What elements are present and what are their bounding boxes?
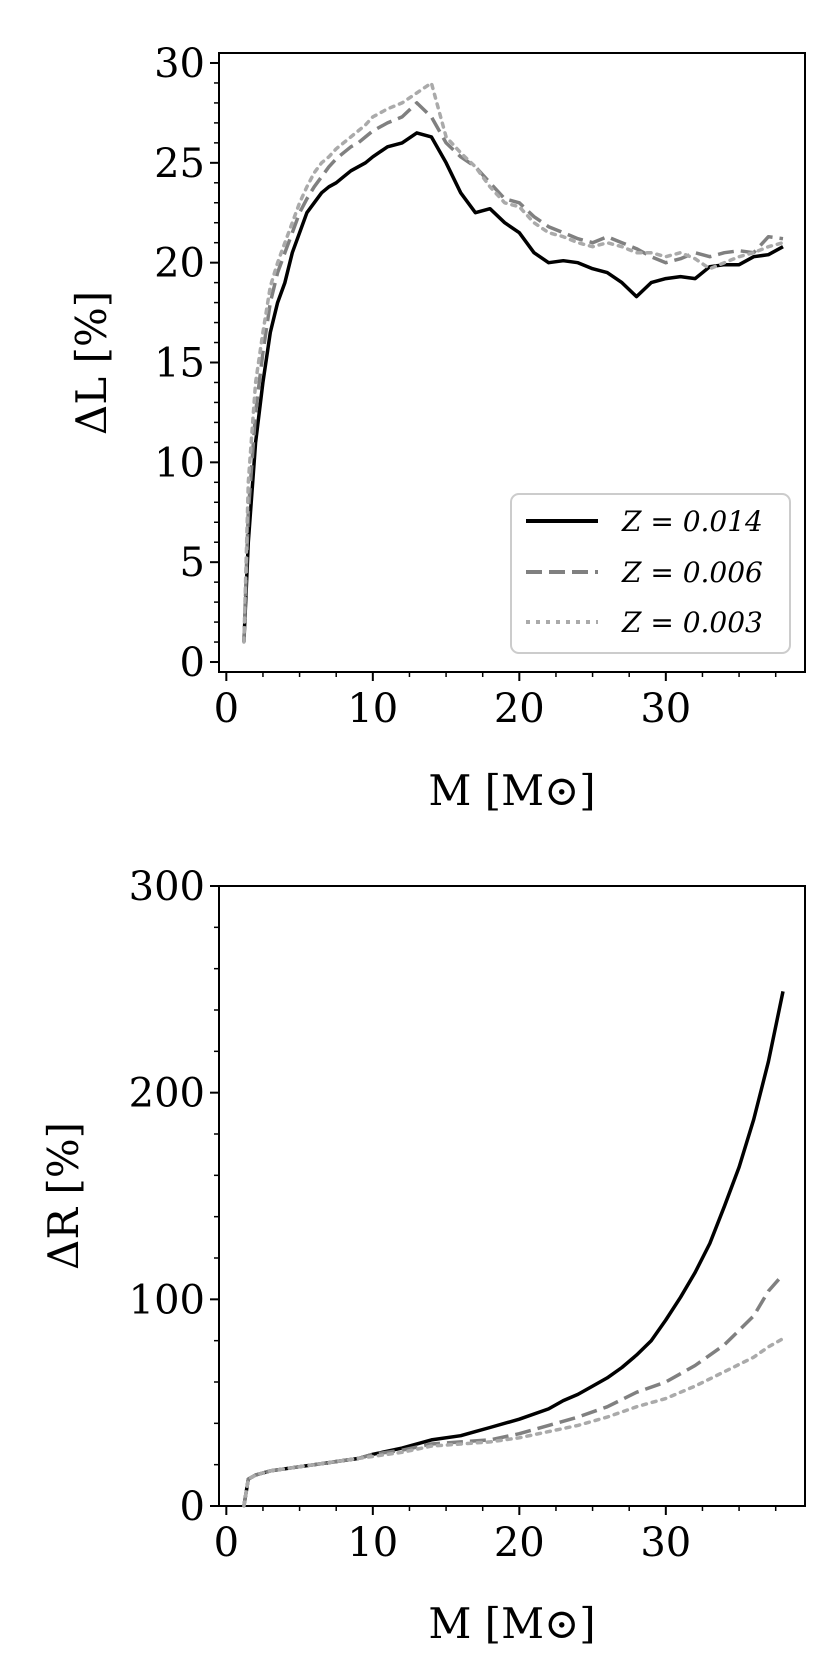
luminosity-panel: 0 10 20 30 0 5 10 15 20 25 30 M [M⊙] ΔL [%] Z = 0.… <box>67 41 806 815</box>
radius-plot-frame <box>218 885 806 1507</box>
radius-line-z0003 <box>242 1336 785 1508</box>
luminosity-axis-ticks <box>210 61 777 681</box>
luminosity-line-z0014 <box>242 131 784 643</box>
radius-line-z0014 <box>242 991 785 1507</box>
luminosity-y-tick-label: 15 <box>154 341 205 387</box>
radius-x-axis-label: M [M⊙] <box>428 1599 595 1648</box>
radius-y-tick-label: 100 <box>129 1277 205 1323</box>
luminosity-x-tick-label: 20 <box>494 686 545 732</box>
legend-label-z0014: Z = 0.014 <box>621 505 763 538</box>
luminosity-x-tick-label: 10 <box>347 686 398 732</box>
radius-lines <box>242 991 785 1508</box>
luminosity-tick-labels: 0 10 20 30 0 5 10 15 20 25 30 <box>154 41 691 732</box>
radius-x-tick-label: 0 <box>214 1520 239 1566</box>
luminosity-line-z0003 <box>242 81 785 644</box>
luminosity-y-tick-label: 10 <box>154 440 205 486</box>
luminosity-x-axis-label: M [M⊙] <box>428 766 595 815</box>
radius-x-tick-label: 20 <box>494 1520 545 1566</box>
legend-label-z0006: Z = 0.006 <box>621 556 763 589</box>
luminosity-y-tick-label: 0 <box>180 640 205 686</box>
radius-y-axis-label: ΔR [%] <box>39 1122 88 1270</box>
legend: Z = 0.014 Z = 0.006 Z = 0.003 <box>510 493 791 654</box>
luminosity-lines <box>242 81 785 644</box>
luminosity-line-z0006 <box>242 101 784 643</box>
legend-box <box>510 493 791 654</box>
legend-label-z0003: Z = 0.003 <box>621 606 763 639</box>
radius-x-tick-label: 10 <box>347 1520 398 1566</box>
radius-axis-ticks <box>210 885 777 1515</box>
radius-line-z0006 <box>242 1273 785 1507</box>
radius-y-tick-label: 300 <box>129 864 205 910</box>
radius-y-tick-label: 200 <box>129 1071 205 1117</box>
radius-x-tick-label: 30 <box>640 1520 691 1566</box>
luminosity-y-tick-label: 5 <box>180 540 205 586</box>
luminosity-x-tick-label: 0 <box>214 686 239 732</box>
luminosity-y-axis-label: ΔL [%] <box>67 291 116 435</box>
luminosity-y-tick-label: 25 <box>154 141 205 187</box>
luminosity-x-tick-label: 30 <box>640 686 691 732</box>
luminosity-y-tick-label: 30 <box>154 41 205 87</box>
radius-y-tick-label: 0 <box>180 1484 205 1530</box>
luminosity-y-tick-label: 20 <box>154 241 205 287</box>
